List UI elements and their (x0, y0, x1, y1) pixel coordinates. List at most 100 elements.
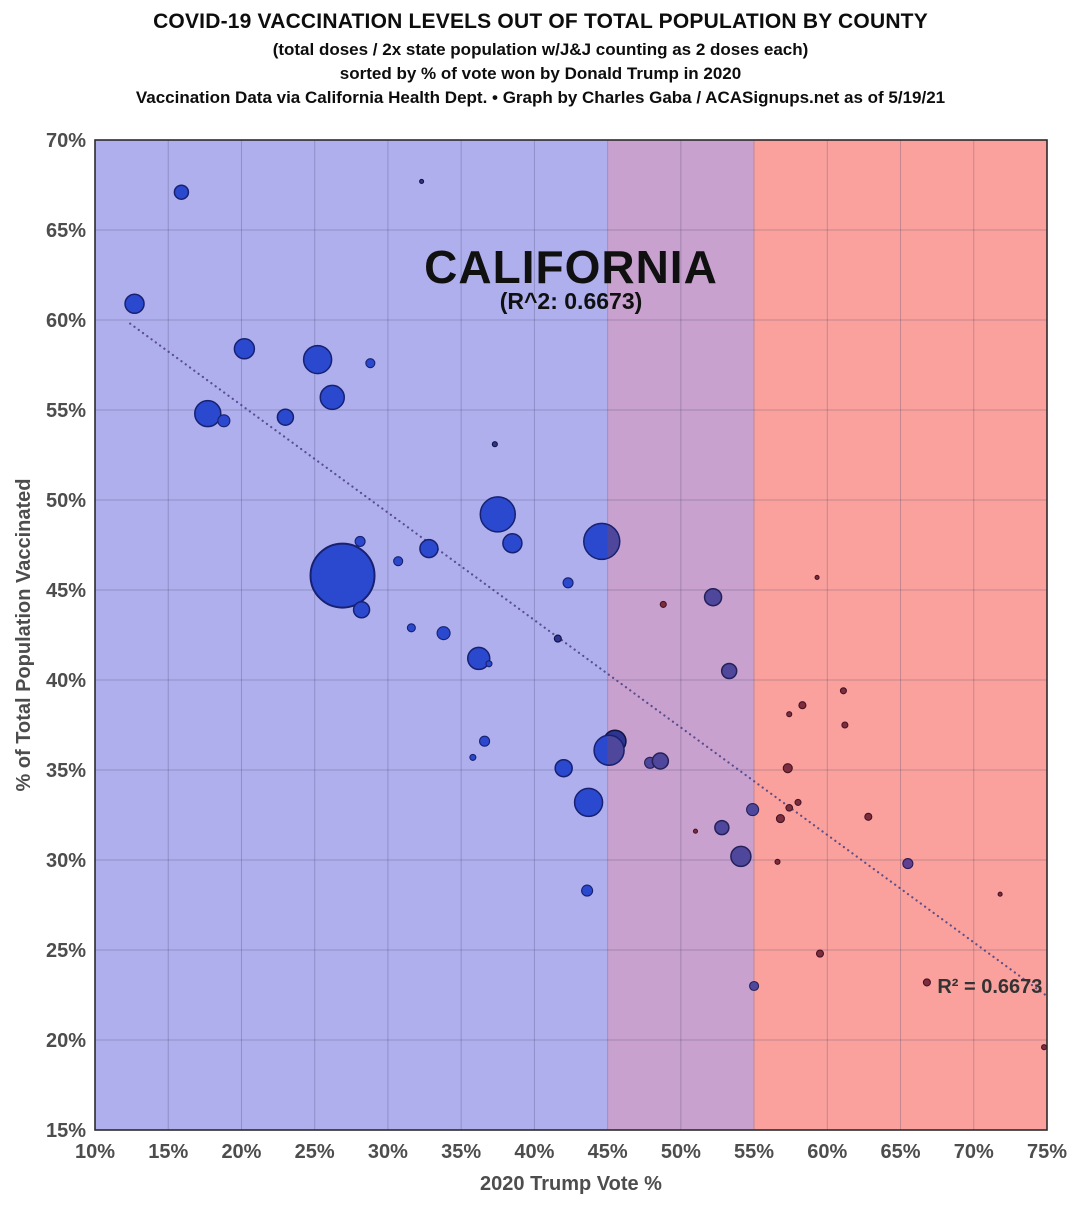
x-tick-label: 50% (661, 1141, 701, 1163)
x-tick-label: 20% (221, 1141, 261, 1163)
x-tick-label: 65% (881, 1141, 921, 1163)
county-bubble (593, 734, 625, 766)
trend-line (129, 322, 1047, 997)
county-bubble (393, 556, 404, 567)
county-bubble (485, 660, 493, 668)
county-bubble (786, 711, 793, 718)
y-tick-label: 65% (46, 220, 86, 242)
y-tick-label: 70% (46, 130, 86, 152)
county-bubble (581, 884, 594, 897)
y-tick-label: 40% (46, 670, 86, 692)
county-bubble (714, 819, 730, 836)
county-bubble (749, 980, 760, 992)
y-axis-title: % of Total Population Vaccinated (13, 479, 35, 792)
county-bubble (419, 178, 425, 184)
county-bubble (406, 623, 416, 633)
county-bubble (436, 626, 451, 641)
county-bubble (746, 803, 760, 817)
x-tick-label: 25% (295, 1141, 335, 1163)
county-bubble (692, 828, 699, 834)
vote-zone-bands (95, 140, 1047, 1130)
x-tick-label: 55% (734, 1141, 774, 1163)
county-bubble (365, 358, 376, 369)
county-bubble (319, 384, 346, 411)
county-bubble (233, 338, 256, 360)
county-bubble (583, 522, 621, 561)
county-bubble (502, 532, 523, 554)
county-bubble (782, 763, 793, 774)
x-tick-label: 30% (368, 1141, 408, 1163)
county-bubble (841, 721, 849, 729)
x-tick-label: 45% (588, 1141, 628, 1163)
x-tick-label: 10% (75, 1141, 115, 1163)
chart-subtitle-sort: sorted by % of vote won by Donald Trump … (339, 64, 742, 83)
y-tick-label: 20% (46, 1030, 86, 1052)
county-bubbles (124, 178, 1048, 1051)
y-tick-label: 35% (46, 760, 86, 782)
x-tick-label: 60% (807, 1141, 847, 1163)
x-tick-label: 70% (954, 1141, 994, 1163)
county-bubble (354, 535, 366, 547)
county-bubble (730, 845, 752, 868)
county-bubble (302, 344, 333, 375)
county-bubble (774, 858, 781, 865)
x-tick-label: 75% (1027, 1141, 1067, 1163)
x-tick-label: 15% (148, 1141, 188, 1163)
x-axis-tick-labels: 10% 15% 20% 25% 30% 35% 40% 45% 50% 55% 60% 65% 70% 7… (75, 1141, 1067, 1163)
county-bubble (815, 949, 825, 958)
county-bubble (466, 646, 491, 671)
trendline-rsq-annotation: R² = 0.6673 (937, 976, 1042, 998)
county-bubble (554, 758, 573, 778)
chart-header: COVID-19 VACCINATION LEVELS OUT OF TOTAL… (0, 0, 1081, 130)
county-bubble (902, 858, 914, 870)
county-bubble (785, 803, 794, 812)
county-bubble (922, 978, 931, 987)
county-bubble (703, 587, 723, 607)
y-tick-label: 15% (46, 1120, 86, 1142)
y-tick-label: 50% (46, 490, 86, 512)
county-bubble (573, 787, 604, 818)
county-bubble (173, 184, 190, 200)
county-bubble (864, 812, 873, 821)
county-bubble (479, 735, 491, 747)
county-bubble (798, 701, 807, 710)
county-bubble (651, 752, 670, 770)
county-bubble (562, 577, 574, 589)
county-bubble (775, 814, 785, 824)
county-bubble (794, 798, 802, 806)
county-bubble (1041, 1044, 1048, 1051)
purple-zone-band (607, 140, 755, 1130)
county-bubble (309, 542, 376, 609)
trend-dotted-line (129, 322, 1047, 997)
county-bubble (839, 687, 847, 695)
y-tick-label: 30% (46, 850, 86, 872)
state-rsq-label: (R^2: 0.6673) (500, 288, 643, 314)
county-bubble (659, 600, 667, 608)
red-zone-band (754, 140, 1047, 1130)
y-tick-label: 25% (46, 940, 86, 962)
state-label: CALIFORNIA (424, 241, 718, 293)
x-tick-label: 40% (514, 1141, 554, 1163)
blue-zone-band (95, 140, 608, 1130)
county-bubble (217, 414, 231, 428)
plot-border (94, 139, 1048, 1131)
county-bubble (419, 538, 439, 559)
county-bubble (276, 408, 295, 426)
chart-subtitle-method: (total doses / 2x state population w/J&J… (272, 40, 809, 59)
county-bubble (469, 753, 477, 761)
county-bubble (997, 891, 1003, 897)
y-tick-label: 55% (46, 400, 86, 422)
county-bubble (720, 662, 738, 680)
chart-source-credit: Vaccination Data via California Health D… (135, 88, 946, 107)
county-bubble (194, 399, 222, 428)
y-axis-tick-labels: 15% 20% 25% 30% 35% 40% 45% 50% 55% 60% 65% 70% (46, 130, 86, 1142)
y-tick-label: 45% (46, 580, 86, 602)
county-bubble (814, 574, 820, 580)
x-tick-label: 35% (441, 1141, 481, 1163)
y-tick-label: 60% (46, 310, 86, 332)
county-bubble (124, 293, 145, 315)
x-axis-title: 2020 Trump Vote % (480, 1173, 662, 1195)
county-bubble (491, 441, 498, 448)
county-bubble (553, 634, 562, 643)
chart-title: COVID-19 VACCINATION LEVELS OUT OF TOTAL… (153, 10, 928, 33)
